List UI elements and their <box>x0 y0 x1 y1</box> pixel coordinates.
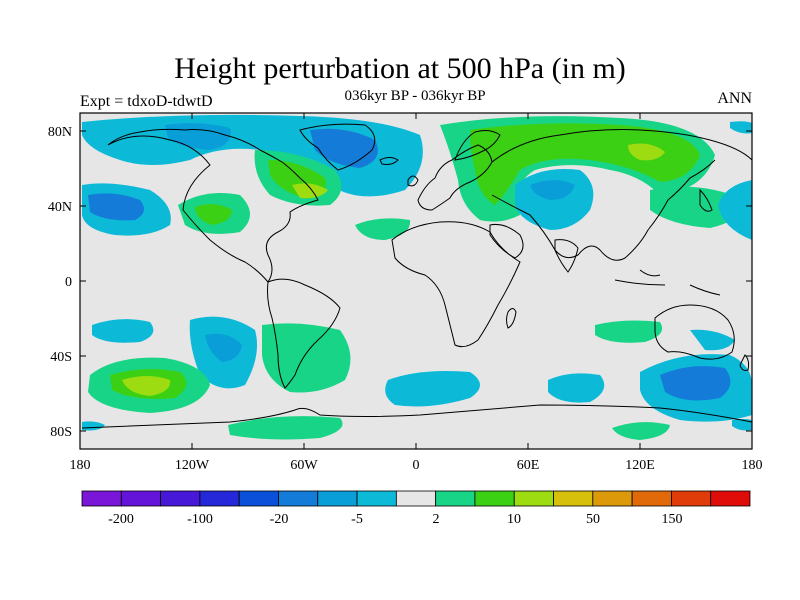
colorbar-box <box>671 490 712 507</box>
colorbar-box <box>592 490 633 507</box>
neg-region-south-indian <box>548 373 605 403</box>
coastline-scandinavia <box>454 130 501 161</box>
tick-marks <box>80 113 752 449</box>
lon-label-180w: 180 <box>70 458 91 473</box>
neg-region-south-atlantic <box>385 371 480 407</box>
colorbar-box <box>81 490 122 507</box>
colorbar-box <box>317 490 358 507</box>
season-label: ANN <box>717 90 752 107</box>
colorbar-label: -200 <box>108 512 134 527</box>
colorbar-box <box>435 490 476 507</box>
lat-label-40s: 40S <box>50 350 72 365</box>
contour-fills <box>82 114 752 440</box>
colorbar-box <box>199 490 240 507</box>
colorbar-label: -100 <box>187 512 213 527</box>
pos-region-indian-ocean <box>595 320 663 343</box>
colorbar-label: 10 <box>507 512 521 527</box>
map-title: Height perturbation at 500 hPa (in m) <box>174 52 626 85</box>
colorbar-label: -5 <box>351 512 363 527</box>
lon-label-60w: 60W <box>290 458 318 473</box>
coastline-new-zealand <box>739 354 750 371</box>
coastline-south-america <box>267 278 341 389</box>
coastline-indonesia <box>614 269 721 296</box>
neg-region-arctic-right <box>730 121 752 134</box>
neg-region-antarctic-east <box>732 419 752 431</box>
coastline-british-isles <box>407 175 419 187</box>
neg-region-central-asia-core <box>530 180 575 200</box>
coastlines <box>81 123 753 429</box>
colorbar-box <box>160 490 201 507</box>
lon-label-0: 0 <box>413 458 420 473</box>
lat-label-80s: 80S <box>50 425 72 440</box>
colorbar-box <box>278 490 319 507</box>
colorbar-boxes <box>81 490 751 507</box>
experiment-label: Expt = tdxoD-tdwtD <box>80 93 213 110</box>
lon-label-180e: 180 <box>742 458 763 473</box>
colorbar-box <box>395 490 437 507</box>
colorbar-label: 50 <box>586 512 600 527</box>
colorbar-box <box>356 490 397 507</box>
coastline-asia <box>491 129 753 261</box>
pos-region-north-atlantic <box>355 218 411 240</box>
coastline-australia <box>654 304 735 360</box>
time-period-label: 036kyr BP - 036kyr BP <box>344 88 486 104</box>
colorbar-box <box>120 490 161 507</box>
pos-region-eurasia-peak <box>628 143 665 161</box>
coastline-iceland <box>379 157 399 165</box>
longitude-labels: 180 120W 60W 0 60E 120E 180 <box>70 458 763 473</box>
coastline-japan <box>699 188 713 212</box>
coastline-north-america <box>107 128 319 283</box>
pos-region-south-america <box>262 323 351 393</box>
lat-label-80n: 80N <box>48 125 72 140</box>
latitude-labels: 80N 40N 0 40S 80S <box>48 125 72 440</box>
neg-region-nw-pacific <box>718 180 752 240</box>
colorbar-box <box>710 490 751 507</box>
lat-label-0: 0 <box>65 275 72 290</box>
coastline-india <box>554 239 579 273</box>
neg-region-south-pacific-core <box>205 333 242 362</box>
neg-region-north-pacific-core <box>88 193 144 221</box>
coastline-antarctica <box>81 404 753 429</box>
colorbar-box <box>238 490 279 507</box>
pos-region-hudson-peak <box>292 183 328 199</box>
pos-region-southern-pacific-peak <box>122 376 171 396</box>
lat-label-40n: 40N <box>48 200 72 215</box>
colorbar-label: 2 <box>433 512 440 527</box>
coastline-madagascar <box>506 308 517 329</box>
colorbar-box <box>631 490 672 507</box>
colorbar-box <box>513 490 554 507</box>
coastline-greenland <box>299 123 376 171</box>
lon-label-60e: 60E <box>517 458 540 473</box>
neg-region-east-australia <box>690 329 735 351</box>
colorbar: -200 -100 -20 -5 2 10 50 150 <box>81 490 751 527</box>
map-panel: 80N 40N 0 40S 80S 180 120W 60W 0 60E 120… <box>48 112 763 473</box>
colorbar-box <box>553 490 594 507</box>
colorbar-labels: -200 -100 -20 -5 2 10 50 150 <box>108 512 682 527</box>
pos-region-antarctic-indian <box>612 422 670 440</box>
coastline-arabia <box>489 224 524 259</box>
colorbar-box <box>474 490 515 507</box>
pos-region-antarctic-pacific <box>228 416 343 440</box>
neg-region-south-pacific-north <box>92 319 154 343</box>
colorbar-label: -20 <box>270 512 289 527</box>
pos-region-east-asia <box>650 186 745 228</box>
colorbar-label: 150 <box>662 512 683 527</box>
neg-region-south-australia-core <box>660 366 731 401</box>
coastline-africa <box>391 221 521 348</box>
lon-label-120e: 120E <box>625 458 655 473</box>
lon-label-120w: 120W <box>175 458 210 473</box>
pos-region-north-america-core <box>195 204 232 225</box>
